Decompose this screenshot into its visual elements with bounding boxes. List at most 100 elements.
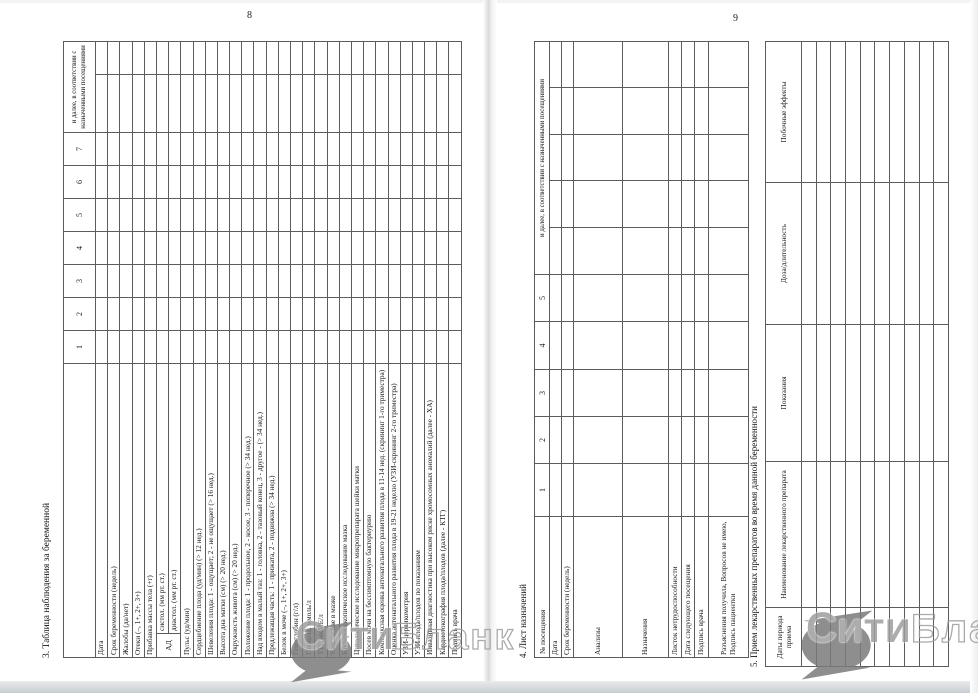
grid-cell	[278, 231, 291, 265]
grid-cell	[904, 324, 919, 462]
grid-cell	[253, 74, 267, 133]
grid-cell	[193, 198, 206, 232]
grid-cell	[448, 41, 462, 75]
grid-cell	[375, 132, 388, 166]
observation-row: Цитологическое исследование микропрепара…	[351, 41, 364, 658]
row-label: Подпись врача	[694, 516, 709, 658]
grid-cell	[351, 132, 364, 166]
grid-cell	[436, 165, 449, 199]
grid-cell	[436, 231, 449, 265]
grid-cell	[919, 461, 934, 608]
grid-cell	[622, 463, 669, 517]
prescription-row: Срок беременности (недель)	[561, 41, 574, 658]
grid-cell	[95, 165, 108, 199]
grid-cell	[156, 198, 169, 232]
grid-cell	[400, 198, 413, 232]
grid-cell	[622, 416, 669, 464]
grid-cell	[327, 198, 340, 232]
grid-cell	[314, 297, 328, 331]
grid-cell	[694, 416, 709, 464]
grid-cell	[830, 41, 846, 183]
page-number-left: 8	[247, 10, 252, 21]
grid-cell	[436, 264, 449, 298]
grid-cell	[889, 607, 905, 667]
grid-cell	[229, 330, 242, 364]
grid-cell	[168, 41, 181, 75]
grid-cell	[668, 87, 682, 135]
grid-cell	[229, 264, 242, 298]
corner-header: № посещения	[534, 516, 550, 658]
grid-cell	[388, 198, 401, 232]
grid-cell	[400, 165, 413, 199]
grid-cell	[816, 182, 831, 325]
grid-cell	[302, 231, 315, 265]
grid-cell	[668, 369, 682, 417]
further-visits-header: и далее, в соответствии с назначенными п…	[63, 41, 96, 133]
visit-number-header: 2	[534, 416, 550, 464]
row-label: Высота дна матки (см) (> 20 нед.)	[217, 363, 230, 658]
grid-cell	[933, 324, 949, 462]
grid-cell	[400, 74, 413, 133]
grid-cell	[412, 132, 425, 166]
grid-cell	[573, 463, 623, 517]
row-label: Цитологическое исследование микропрепара…	[351, 363, 364, 658]
grid-cell	[919, 41, 934, 183]
grid-cell	[229, 297, 242, 331]
grid-cell	[168, 330, 181, 364]
observation-row: Положение плода: 1 - продольное, 2 - кос…	[241, 41, 254, 658]
grid-cell	[217, 74, 230, 133]
grid-cell	[95, 74, 108, 133]
grid-cell	[919, 607, 934, 667]
grid-cell	[694, 134, 709, 181]
prescription-row: Листок нетрудоспособности	[668, 41, 682, 658]
grid-cell	[132, 330, 145, 364]
grid-cell	[119, 264, 133, 298]
grid-cell	[205, 297, 218, 331]
grid-cell	[107, 198, 120, 232]
medication-row	[816, 41, 831, 667]
grid-cell	[266, 231, 279, 265]
grid-cell	[889, 324, 905, 462]
grid-cell	[448, 165, 462, 199]
grid-cell	[412, 297, 425, 331]
grid-cell	[217, 41, 230, 75]
prescription-table-title: 4. Лист назначений	[518, 584, 528, 658]
grid-cell	[561, 369, 574, 417]
grid-cell	[424, 198, 437, 232]
grid-cell	[561, 180, 574, 228]
grid-cell	[217, 231, 230, 265]
grid-cell	[253, 297, 267, 331]
grid-cell	[830, 182, 846, 325]
grid-cell	[375, 74, 388, 133]
grid-cell	[388, 297, 401, 331]
grid-cell	[180, 165, 193, 199]
grid-cell	[278, 165, 291, 199]
grid-cell	[668, 274, 682, 322]
grid-cell	[119, 231, 133, 265]
grid-cell	[327, 264, 340, 298]
grid-cell	[694, 87, 709, 135]
grid-cell	[388, 165, 401, 199]
grid-cell	[119, 41, 133, 75]
grid-cell	[388, 264, 401, 298]
row-label: Предлежащая часть: 1 - прижата, 2 - подв…	[266, 363, 279, 658]
grid-cell	[412, 330, 425, 364]
grid-cell	[363, 231, 376, 265]
grid-cell	[845, 607, 861, 667]
grid-cell	[253, 330, 267, 364]
grid-cell	[573, 41, 623, 88]
grid-cell	[681, 369, 695, 417]
grid-cell	[668, 134, 682, 181]
grid-cell	[278, 132, 291, 166]
grid-cell	[95, 264, 108, 298]
grid-cell	[156, 41, 169, 75]
grid-cell	[156, 165, 169, 199]
grid-cell	[314, 165, 328, 199]
row-label: Белок в моче (–, 1+, 2+, 3+)	[278, 363, 291, 658]
grid-cell	[708, 321, 749, 370]
grid-cell	[95, 330, 108, 364]
grid-cell	[573, 416, 623, 464]
medication-row	[860, 41, 875, 667]
grid-cell	[622, 321, 669, 370]
visit-number-header: 5	[63, 198, 96, 232]
